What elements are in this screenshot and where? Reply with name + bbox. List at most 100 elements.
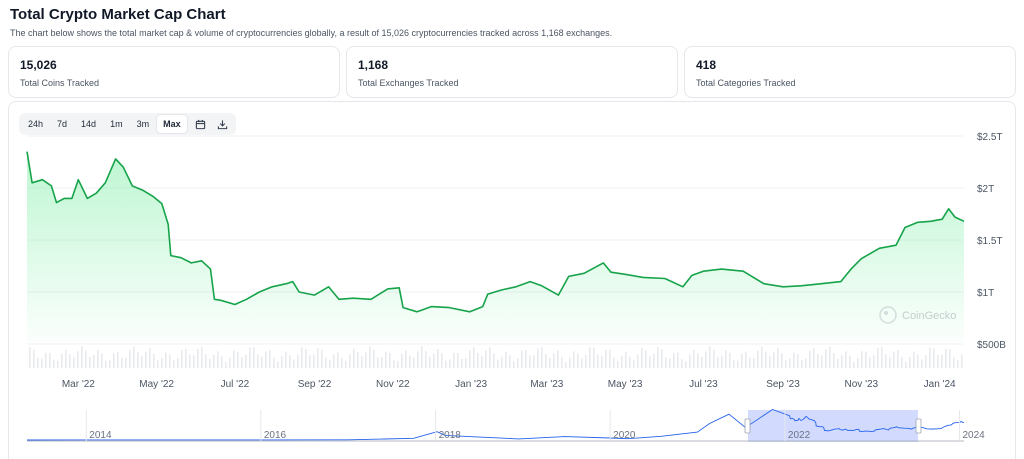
- volume-bar: [585, 354, 587, 368]
- volume-bar: [201, 347, 203, 368]
- range-button-3m[interactable]: 3m: [136, 119, 150, 129]
- volume-bar: [161, 358, 163, 368]
- volume-bar: [785, 360, 787, 368]
- volume-bar: [697, 353, 699, 368]
- volume-bar: [205, 354, 207, 368]
- volume-bar: [369, 346, 371, 368]
- volume-bar: [301, 347, 303, 368]
- volume-bar: [233, 350, 235, 368]
- volume-bar: [649, 355, 651, 368]
- volume-bar: [297, 354, 299, 368]
- y-tick-label: $1T: [977, 288, 994, 299]
- volume-bar: [401, 353, 403, 368]
- volume-bar: [165, 352, 167, 368]
- volume-bar: [689, 354, 691, 368]
- volume-bar: [109, 360, 111, 368]
- stat-label: Total Exchanges Tracked: [358, 78, 459, 88]
- volume-bar: [757, 350, 759, 368]
- volume-bar: [289, 355, 291, 368]
- y-tick-label: $2.5T: [977, 132, 1003, 143]
- volume-bar: [821, 355, 823, 368]
- volume-bar: [753, 358, 755, 368]
- market-cap-chart[interactable]: $500B $1T $1.5T $2T $2.5T Mar '22 May '22 Jul …: [9, 102, 1015, 459]
- volume-bar: [885, 353, 887, 368]
- volume-bar: [49, 352, 51, 368]
- volume-bar: [293, 359, 295, 368]
- volume-bar: [213, 354, 215, 368]
- navigator-handle-right[interactable]: [915, 418, 922, 434]
- volume-bar: [237, 351, 239, 368]
- calendar-icon[interactable]: [191, 115, 211, 133]
- volume-bar: [85, 350, 87, 368]
- volume-bar: [493, 353, 495, 368]
- volume-bar: [557, 350, 559, 368]
- volume-bar: [761, 346, 763, 368]
- navigator-handle-left[interactable]: [744, 418, 751, 434]
- volume-bar: [941, 354, 943, 368]
- volume-bar: [773, 352, 775, 368]
- volume-bar: [829, 346, 831, 368]
- volume-bar: [793, 352, 795, 368]
- volume-bar: [209, 358, 211, 368]
- volume-bar: [245, 354, 247, 368]
- volume-bar: [733, 360, 735, 368]
- volume-bar: [417, 350, 419, 368]
- volume-bar: [225, 361, 227, 368]
- x-tick-label: Nov '22: [376, 379, 410, 390]
- volume-bar: [313, 354, 315, 368]
- volume-bar: [865, 351, 867, 368]
- volume-bar: [157, 360, 159, 368]
- volume-bar: [897, 350, 899, 368]
- volume-bar: [889, 356, 891, 368]
- volume-bar: [257, 354, 259, 368]
- volume-bar: [677, 352, 679, 368]
- volume-bar: [73, 356, 75, 368]
- volume-bar: [361, 356, 363, 368]
- stat-label: Total Coins Tracked: [20, 78, 100, 88]
- volume-bar: [333, 354, 335, 368]
- y-tick-label: $2T: [977, 184, 994, 195]
- volume-bar: [553, 353, 555, 368]
- volume-bar: [249, 347, 251, 368]
- x-tick-label: May '22: [139, 379, 174, 390]
- volume-bar: [305, 349, 307, 368]
- volume-bar: [725, 350, 727, 368]
- volume-bar: [229, 357, 231, 368]
- navigator-year-label: 2014: [89, 430, 112, 441]
- volume-bar: [921, 359, 923, 368]
- volume-bar: [701, 357, 703, 368]
- volume-bar: [569, 357, 571, 368]
- volume-bar: [81, 346, 83, 368]
- y-tick-label: $1.5T: [977, 236, 1003, 247]
- volume-bar: [473, 347, 475, 368]
- volume-bar: [625, 351, 627, 368]
- volume-bar: [153, 353, 155, 368]
- volume-bar: [665, 357, 667, 368]
- x-tick-label: Mar '22: [62, 379, 95, 390]
- volume-bar: [477, 353, 479, 368]
- volume-bar: [857, 358, 859, 368]
- stat-card-exchanges: 1,168 Total Exchanges Tracked: [346, 46, 678, 98]
- volume-bar: [737, 360, 739, 368]
- volume-bar: [661, 349, 663, 368]
- volume-bar: [641, 347, 643, 368]
- volume-bar: [405, 350, 407, 368]
- range-button-14d[interactable]: 14d: [81, 119, 97, 129]
- range-button-7d[interactable]: 7d: [57, 119, 68, 129]
- range-button-max[interactable]: Max: [157, 115, 187, 133]
- volume-bar: [121, 357, 123, 368]
- range-button-1m[interactable]: 1m: [110, 119, 123, 129]
- volume-bar: [93, 355, 95, 368]
- volume-bar: [605, 349, 607, 368]
- volume-bar: [913, 351, 915, 368]
- volume-bar: [137, 352, 139, 368]
- navigator-selection[interactable]: [748, 410, 918, 442]
- volume-bar: [265, 351, 267, 368]
- volume-bar: [253, 347, 255, 368]
- range-button-24h[interactable]: 24h: [28, 119, 44, 129]
- volume-bar: [177, 358, 179, 368]
- download-icon[interactable]: [213, 115, 233, 133]
- navigator-year-label: 2016: [264, 430, 287, 441]
- range-navigator[interactable]: 2014 2016 2018 2020 2022 2024: [26, 408, 985, 443]
- volume-bar: [285, 351, 287, 368]
